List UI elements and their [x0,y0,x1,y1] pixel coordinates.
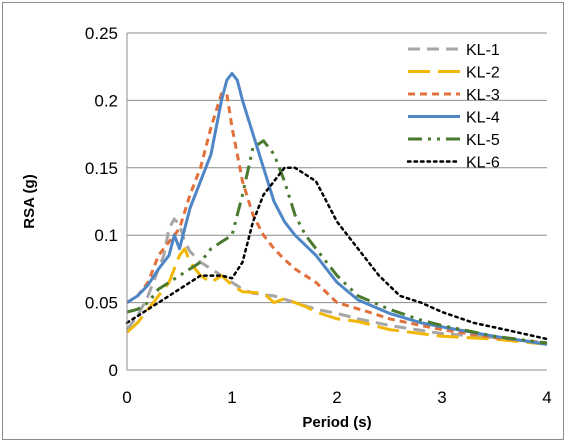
legend: KL-1 KL-2 KL-3 KL-4 KL-5 KL-6 [406,42,500,172]
y-axis-title: RSA (g) [21,174,38,228]
legend-label: KL-2 [466,65,500,82]
series-line-kl-3 [126,92,548,345]
x-tick-label: 4 [542,388,551,407]
legend-label: KL-6 [466,155,500,172]
legend-label: KL-4 [466,110,500,127]
y-tick-label: 0.1 [94,226,118,245]
tick-labels: 0 1 2 3 4 0 0.05 0.1 0.15 0.2 0.25 [85,24,552,407]
axes [126,33,547,371]
y-tick-label: 0.2 [94,91,118,110]
x-tick-label: 0 [122,388,131,407]
y-tick-label: 0.05 [85,294,118,313]
y-tick-label: 0 [109,361,118,380]
y-tick-label: 0.25 [85,24,118,43]
legend-label: KL-3 [466,87,500,104]
x-axis-title: Period (s) [302,414,371,431]
x-tick-label: 1 [227,388,236,407]
series-line-kl-4 [126,71,548,346]
series-line-kl-5 [126,139,548,345]
x-tick-label: 3 [437,388,446,407]
y-tick-label: 0.15 [85,159,118,178]
series-line-kl-6 [125,166,549,341]
legend-label: KL-5 [466,132,500,149]
gridlines [127,32,547,304]
series-line-kl-2 [125,247,548,346]
legend-label: KL-1 [466,42,500,59]
x-tick-label: 2 [332,388,341,407]
series-lines [125,71,549,346]
